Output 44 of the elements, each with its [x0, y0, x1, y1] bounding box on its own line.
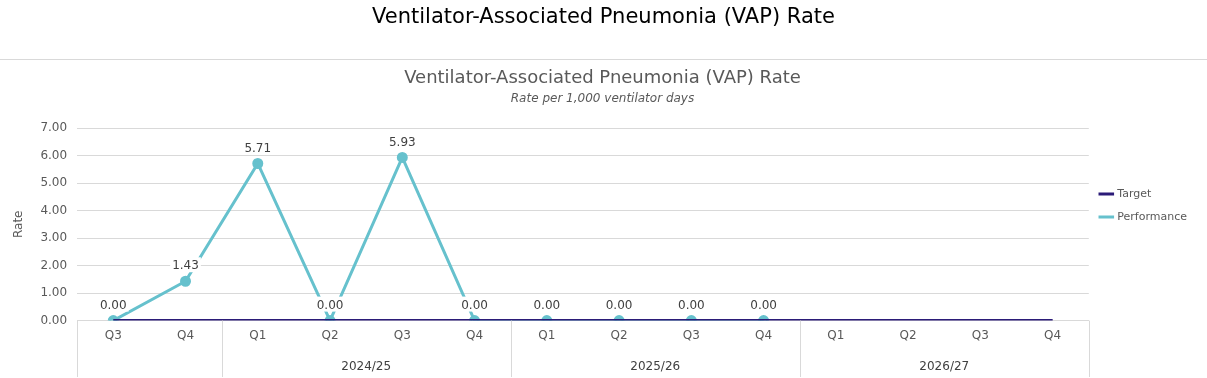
text: Ventilator-Associated Pneumonia (VAP) Rate	[371, 3, 836, 30]
y-tick-label: 4.00	[40, 202, 68, 217]
point	[180, 275, 192, 287]
data-label: 0.00	[677, 297, 705, 312]
y-tick-label: 0.00	[40, 312, 68, 327]
legend-label: Performance	[1117, 209, 1188, 223]
text: 2026/27	[919, 359, 970, 374]
data-label: 0.00	[99, 297, 127, 312]
x-tick-label: Q1	[827, 327, 845, 342]
data-label: 0.00	[605, 297, 633, 312]
data-label: 5.71	[244, 140, 272, 155]
x-tick-label: Q2	[610, 327, 628, 342]
chart-subtitle: Rate per 1,000 ventilator days	[510, 90, 695, 105]
y-tick-label: 2.00	[40, 257, 68, 272]
data-label: 0.00	[533, 297, 561, 312]
y-axis-title: Rate	[11, 210, 26, 239]
x-tick-label: Q2	[899, 327, 917, 342]
text: 2025/26	[630, 359, 681, 374]
x-tick-label: Q3	[971, 327, 989, 342]
text: 2024/25	[341, 359, 392, 374]
y-tick-label: 5.00	[40, 175, 68, 190]
x-tick-label: Q2	[321, 327, 339, 342]
y-tick-label: 7.00	[40, 120, 68, 135]
x-tick-label: Q3	[393, 327, 411, 342]
data-label: 1.43	[172, 258, 199, 273]
x-tick-label: Q4	[466, 327, 484, 342]
chart-title: Ventilator-Associated Pneumonia (VAP) Rate	[404, 66, 801, 88]
x-tick-label: Q3	[682, 327, 700, 342]
x-tick-label: Q1	[249, 327, 267, 342]
data-label: 0.00	[316, 297, 344, 312]
data-label: 5.93	[388, 134, 416, 149]
y-tick-label: 3.00	[40, 230, 68, 245]
x-tick-label: Q4	[1044, 327, 1062, 342]
data-label: 0.00	[750, 297, 777, 312]
x-tick-label: Q3	[104, 327, 122, 342]
data-label: 0.00	[461, 297, 488, 312]
x-tick-label: Q4	[176, 327, 195, 342]
x-tick-label: Q1	[538, 327, 556, 342]
point	[396, 151, 408, 163]
y-tick-label: 6.00	[40, 147, 68, 162]
x-tick-label: Q4	[755, 327, 773, 342]
point	[252, 157, 264, 169]
y-tick-label: 1.00	[40, 285, 68, 300]
legend-label: Target	[1116, 186, 1153, 200]
